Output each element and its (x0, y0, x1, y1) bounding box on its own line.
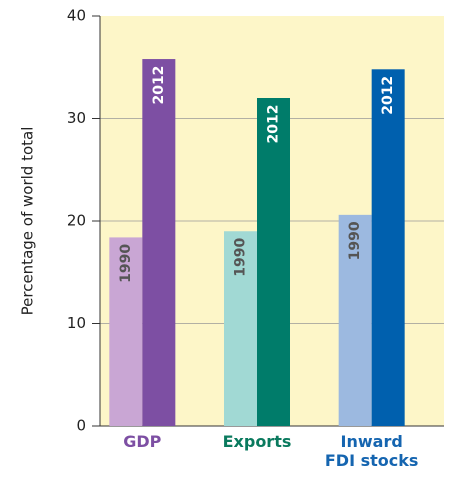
bar-series-label: 1990 (118, 244, 134, 283)
bar (257, 98, 290, 426)
bar-series-label: 1990 (347, 221, 363, 260)
y-tick-label: 40 (67, 7, 86, 25)
bar-series-label: 2012 (266, 105, 282, 144)
bar (371, 69, 405, 427)
y-tick-label: 0 (76, 417, 86, 435)
bar (338, 214, 372, 426)
bar (224, 231, 257, 426)
y-tick-label: 30 (67, 109, 86, 127)
x-tick-label: Inward FDI stocks (324, 432, 419, 470)
x-tick-label: Exports (222, 432, 292, 451)
y-tick-label: 10 (67, 314, 86, 332)
bar (109, 237, 143, 426)
bar-series-label: 1990 (233, 238, 249, 277)
y-axis-label: Percentage of world total (19, 127, 37, 316)
bar (142, 59, 176, 427)
bar-series-label: 2012 (380, 76, 396, 115)
y-tick-label: 20 (67, 212, 86, 230)
bar-series-label: 2012 (151, 66, 167, 105)
x-tick-label: GDP (123, 432, 162, 451)
